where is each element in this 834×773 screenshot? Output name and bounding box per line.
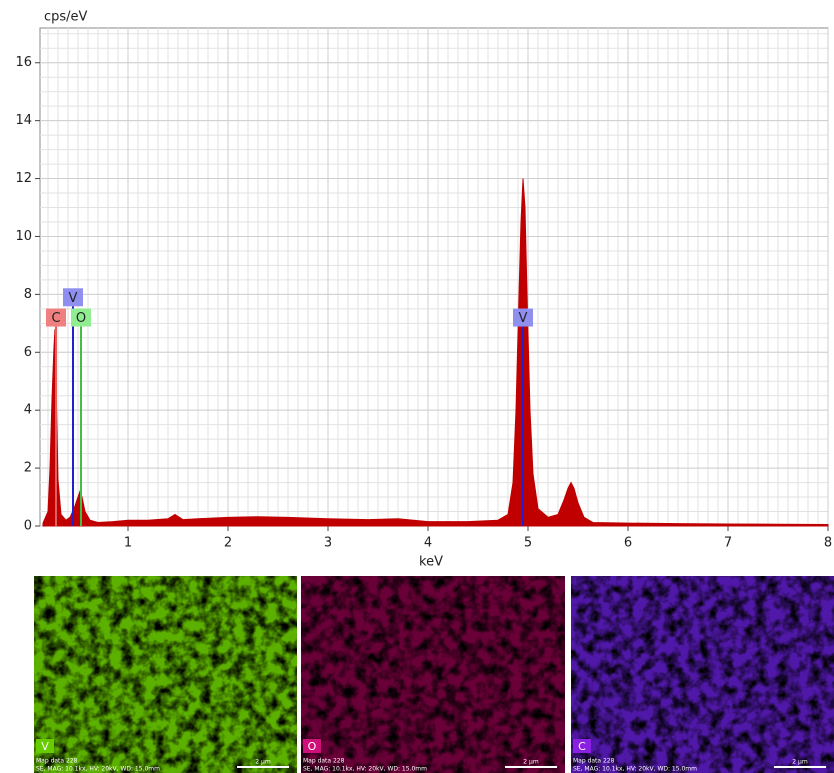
map-info: SE, MAG: 10.1kx, HV: 20kV, WD: 15.0mm: [303, 766, 427, 773]
map-label: V: [41, 740, 49, 753]
y-tick-label: 6: [24, 345, 32, 360]
map-texture: [571, 576, 834, 773]
map-scale-label: 2 µm: [255, 759, 271, 766]
map-label: C: [578, 740, 586, 753]
x-tick-label: 3: [324, 536, 332, 551]
map-caption: Map data 228: [573, 758, 615, 765]
y-tick-label: 16: [15, 55, 32, 70]
x-tick-label: 7: [724, 536, 732, 551]
map-caption: Map data 228: [303, 758, 345, 765]
map-badge: [303, 739, 321, 753]
map-scale-label: 2 µm: [792, 759, 808, 766]
map-texture: [34, 576, 297, 773]
y-tick-label: 4: [24, 403, 32, 418]
peak-label-box: [46, 308, 66, 327]
map-badge: [573, 739, 591, 753]
map-texture: [301, 576, 565, 773]
peak-label-box: [71, 308, 91, 327]
x-tick-label: 6: [624, 536, 632, 551]
x-tick-label: 1: [124, 536, 132, 551]
y-tick-label: 2: [24, 461, 32, 476]
peak-label-box: [513, 308, 533, 327]
map-info: SE, MAG: 10.1kx, HV: 20kV, WD: 15.0mm: [573, 766, 697, 773]
y-tick-label: 14: [15, 113, 32, 128]
y-tick-label: 10: [15, 229, 32, 244]
plot-area: [39, 27, 829, 527]
y-tick-label: 8: [24, 287, 32, 302]
map-scale-label: 2 µm: [523, 759, 539, 766]
x-tick-label: 5: [524, 536, 532, 551]
map-label: O: [308, 740, 317, 753]
spectrum: [42, 178, 829, 527]
x-tick-label: 8: [824, 536, 832, 551]
map-badge: [36, 739, 54, 753]
map-info: SE, MAG: 10.1kx, HV: 20kV, WD: 15.0mm: [36, 766, 160, 773]
x-tick-label: 2: [224, 536, 232, 551]
peak-label: O: [76, 311, 86, 326]
y-tick-label: 0: [24, 519, 32, 534]
x-tick-label: 4: [424, 536, 432, 551]
peak-label: C: [51, 311, 60, 326]
map-caption: Map data 228: [36, 758, 78, 765]
peak-label: V: [519, 311, 528, 326]
peak-label-box: [63, 288, 83, 307]
y-tick-label: 12: [15, 171, 32, 186]
peak-label: V: [69, 291, 78, 306]
x-axis-label: keV: [419, 555, 443, 570]
y-axis-label: cps/eV: [44, 10, 88, 25]
